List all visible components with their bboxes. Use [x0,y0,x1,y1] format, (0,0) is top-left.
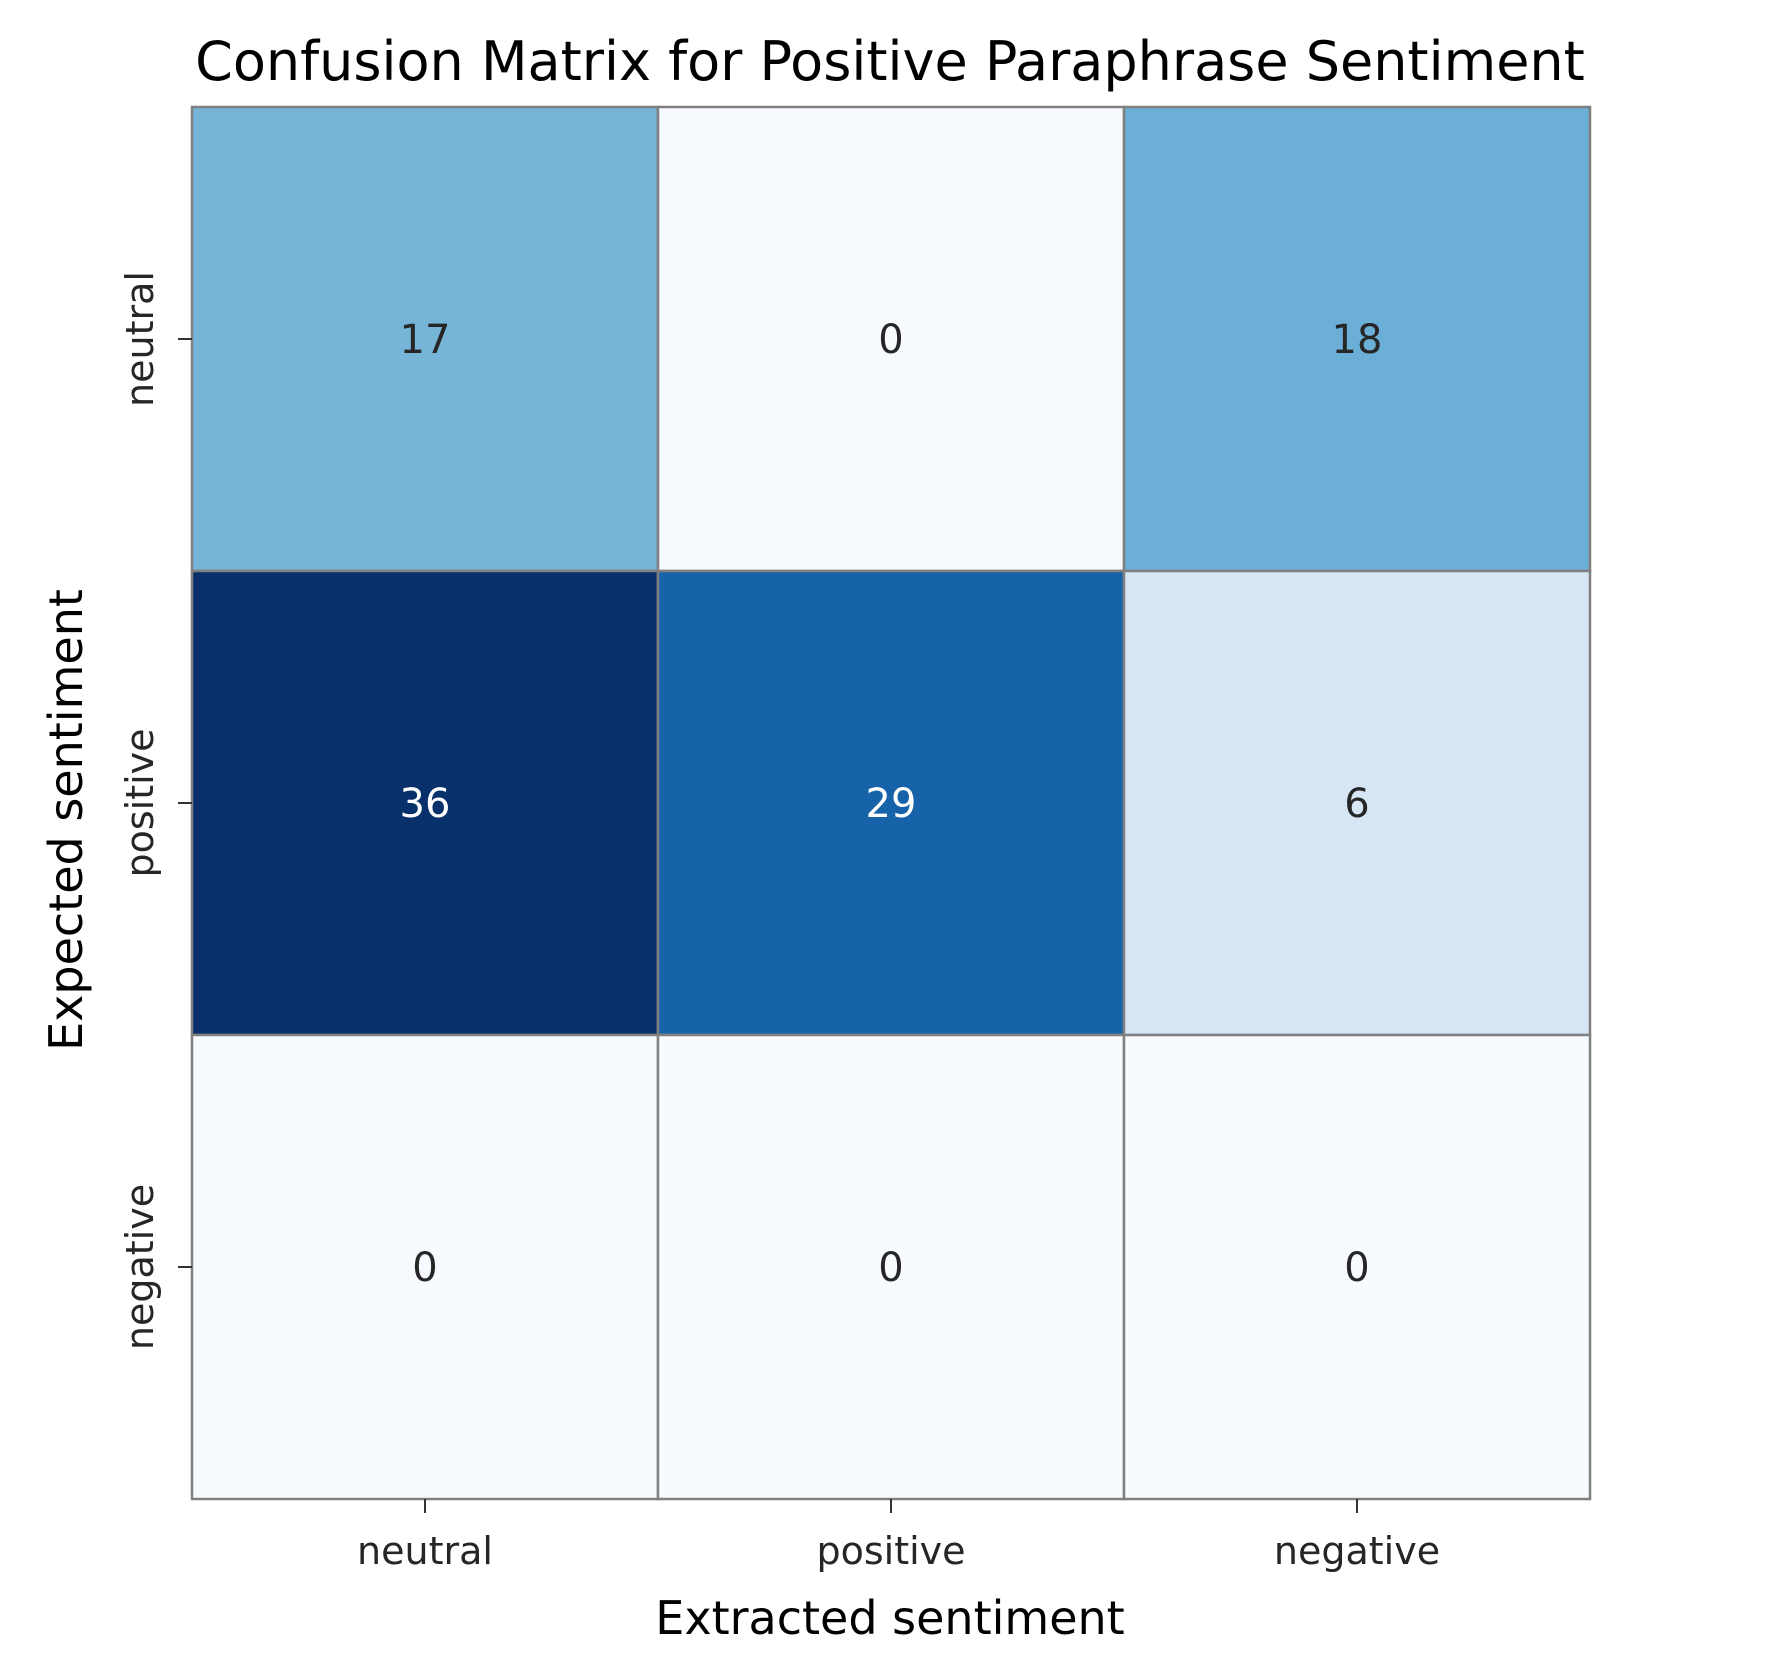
cell-value-label: 0 [878,1245,903,1291]
y-tick-label: positive [118,728,162,877]
cell-value-label: 0 [1344,1245,1369,1291]
cell-value-label: 0 [878,317,903,363]
heatmap-cell [190,569,660,1037]
cell-value-label: 0 [412,1245,437,1291]
x-tick-label: negative [1274,1529,1440,1573]
x-axis-ticks: neutral positive negative [357,1499,1440,1573]
heatmap-cell [190,1033,660,1501]
y-tick-label: negative [118,1184,162,1350]
chart-title: Confusion Matrix for Positive Paraphrase… [195,30,1585,93]
cell-value-label: 18 [1332,317,1383,363]
heatmap-cell [190,105,660,573]
heatmap-cell [656,1033,1126,1501]
y-axis-ticks: neutral positive negative [118,271,192,1350]
cell-value-label: 17 [400,317,451,363]
cell-value-label: 36 [400,781,451,827]
heatmap-cell [656,105,1126,573]
heatmap-cell [656,569,1126,1037]
x-tick-label: neutral [357,1529,493,1573]
x-tick-label: positive [816,1529,965,1573]
x-axis-label: Extracted sentiment [655,1591,1124,1645]
cell-value-label: 6 [1344,781,1369,827]
cell-value-label: 29 [866,781,917,827]
heatmap-cell [1122,569,1592,1037]
y-tick-label: neutral [118,271,162,407]
heatmap-cells: 17 0 18 36 29 6 0 0 0 [190,105,1592,1501]
y-axis-label: Expected sentiment [39,589,93,1051]
